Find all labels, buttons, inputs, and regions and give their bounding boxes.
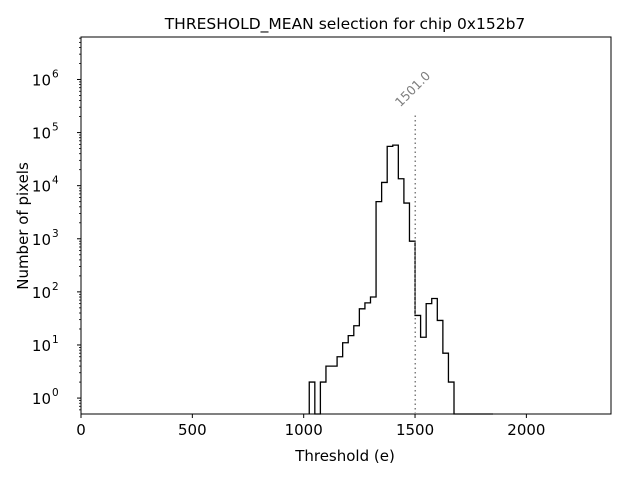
y-tick-label: 10 <box>32 390 51 408</box>
x-tick-label: 1000 <box>285 421 323 439</box>
x-tick-label: 0 <box>76 421 86 439</box>
threshold-marker-label: 1501.0 <box>392 68 434 110</box>
y-tick-exponent: 2 <box>52 281 59 293</box>
x-tick-label: 2000 <box>507 421 545 439</box>
y-tick-exponent: 4 <box>52 175 59 187</box>
y-tick-exponent: 6 <box>52 68 59 80</box>
y-tick-exponent: 1 <box>52 334 59 346</box>
y-tick-label: 10 <box>32 71 51 89</box>
chart-title: THRESHOLD_MEAN selection for chip 0x152b… <box>164 15 526 34</box>
y-axis-label: Number of pixels <box>14 162 32 290</box>
plot-area <box>80 36 612 415</box>
y-tick-exponent: 3 <box>52 228 59 240</box>
y-tick-exponent: 0 <box>52 387 59 399</box>
x-axis-label: Threshold (e) <box>294 447 395 465</box>
y-tick-label: 10 <box>32 284 51 302</box>
x-tick-label: 500 <box>178 421 207 439</box>
y-axis-minor-ticks <box>79 37 81 411</box>
histogram-step-line <box>308 144 493 415</box>
x-tick-label: 1500 <box>396 421 434 439</box>
y-tick-label: 10 <box>32 337 51 355</box>
plot-frame <box>80 36 612 415</box>
y-tick-exponent: 5 <box>52 122 59 134</box>
x-axis-ticks: 0 500 1000 1500 2000 <box>76 414 545 439</box>
y-tick-label: 10 <box>32 231 51 249</box>
y-tick-label: 10 <box>32 125 51 143</box>
y-tick-label: 10 <box>32 178 51 196</box>
